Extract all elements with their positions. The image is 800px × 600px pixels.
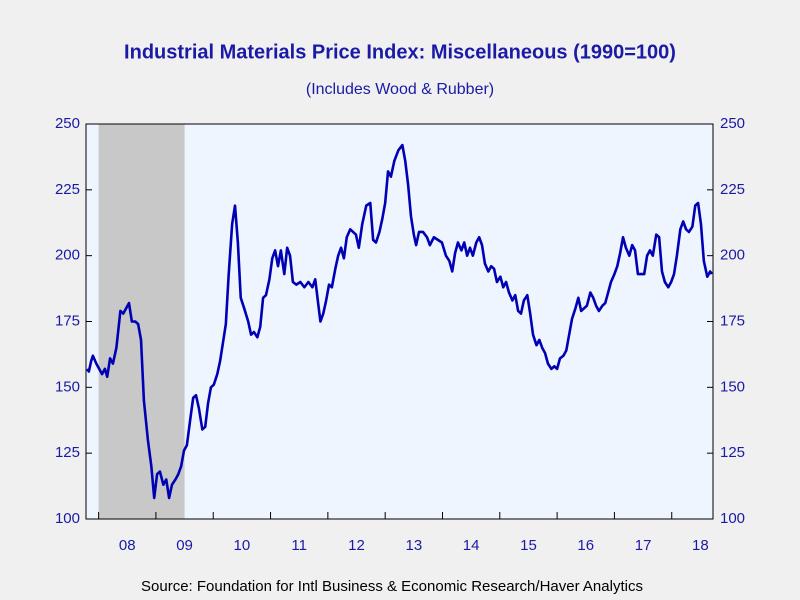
y-tick-label: 225: [55, 181, 80, 198]
x-tick-label: 08: [119, 537, 136, 554]
plot-area: [86, 124, 713, 519]
x-tick-label: 09: [176, 537, 193, 554]
y2-tick-label: 125: [720, 444, 745, 461]
y-tick-label: 125: [55, 444, 80, 461]
x-tick-label: 15: [520, 537, 537, 554]
x-tick-label: 14: [463, 537, 480, 554]
x-tick-label: 11: [291, 537, 307, 554]
y2-tick-label: 225: [720, 181, 745, 198]
x-tick-label: 18: [692, 537, 709, 554]
y-tick-label: 250: [55, 115, 80, 132]
x-tick-label: 16: [577, 537, 594, 554]
y2-tick-label: 250: [720, 115, 745, 132]
data-line: [86, 143, 713, 500]
y-tick-label: 175: [55, 312, 80, 329]
y2-tick-label: 175: [720, 312, 745, 329]
x-tick-label: 13: [405, 537, 422, 554]
chart-subtitle: (Includes Wood & Rubber): [306, 81, 494, 98]
recession-band: [98, 124, 185, 519]
x-tick-label: 10: [234, 537, 251, 554]
source-note: Source: Foundation for Intl Business & E…: [141, 578, 643, 595]
y2-tick-label: 150: [720, 378, 745, 395]
x-tick-label: 12: [348, 537, 365, 554]
y-tick-label: 150: [55, 378, 80, 395]
x-tick-label: 17: [635, 537, 652, 554]
y-tick-label: 200: [55, 247, 80, 264]
y2-tick-label: 200: [720, 247, 745, 264]
chart-title: Industrial Materials Price Index: Miscel…: [124, 41, 676, 63]
y-tick-label: 100: [55, 510, 80, 527]
y2-tick-label: 100: [720, 510, 745, 527]
